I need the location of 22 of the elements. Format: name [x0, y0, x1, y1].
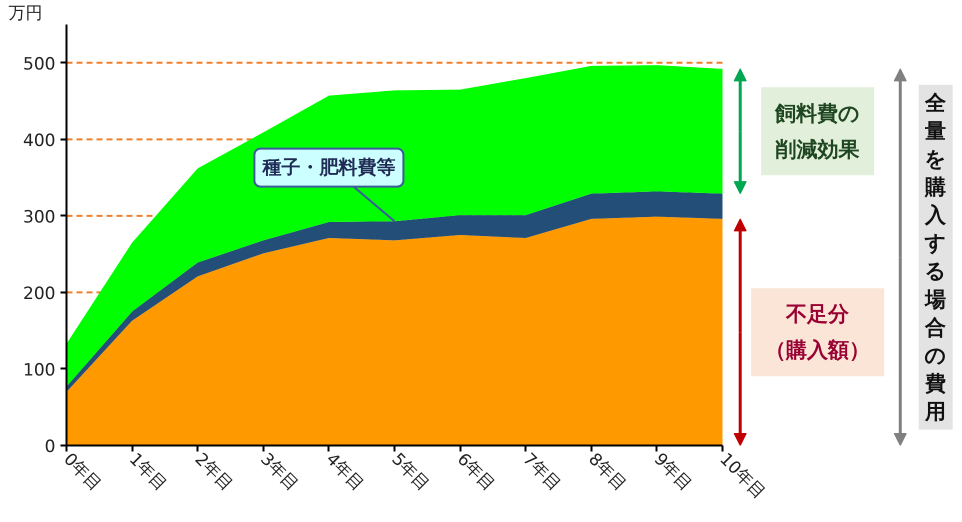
x-tick-label: 9年目: [650, 449, 696, 496]
x-tick-label: 1年目: [125, 449, 171, 496]
y-tick-label: 400: [23, 130, 56, 151]
y-axis-title: 万円: [8, 4, 42, 24]
y-tick-label: 500: [23, 54, 56, 74]
x-tick-label: 7年目: [518, 449, 564, 496]
x-tick-label: 8年目: [584, 449, 630, 496]
y-tick-label: 100: [23, 360, 56, 380]
x-tick-label: 10年目: [715, 449, 769, 503]
x-tick-label: 3年目: [256, 449, 302, 496]
y-tick-label: 0: [44, 437, 56, 457]
x-tick-label: 5年目: [387, 449, 434, 496]
text: 不足分（購入額）: [765, 302, 870, 362]
x-tick-label: 4年目: [322, 449, 368, 496]
y-tick-label: 200: [23, 284, 56, 304]
y-tick-label: 300: [23, 207, 56, 228]
x-tick-label: 2年目: [190, 449, 236, 496]
x-tick-label: 0年目: [59, 449, 106, 496]
x-tick-label: 6年目: [453, 449, 499, 496]
text: 種子・肥料費等: [261, 156, 396, 179]
text: 全量を購入する場合の費用: [924, 90, 947, 424]
text: 飼料費の削減効果: [774, 101, 860, 162]
